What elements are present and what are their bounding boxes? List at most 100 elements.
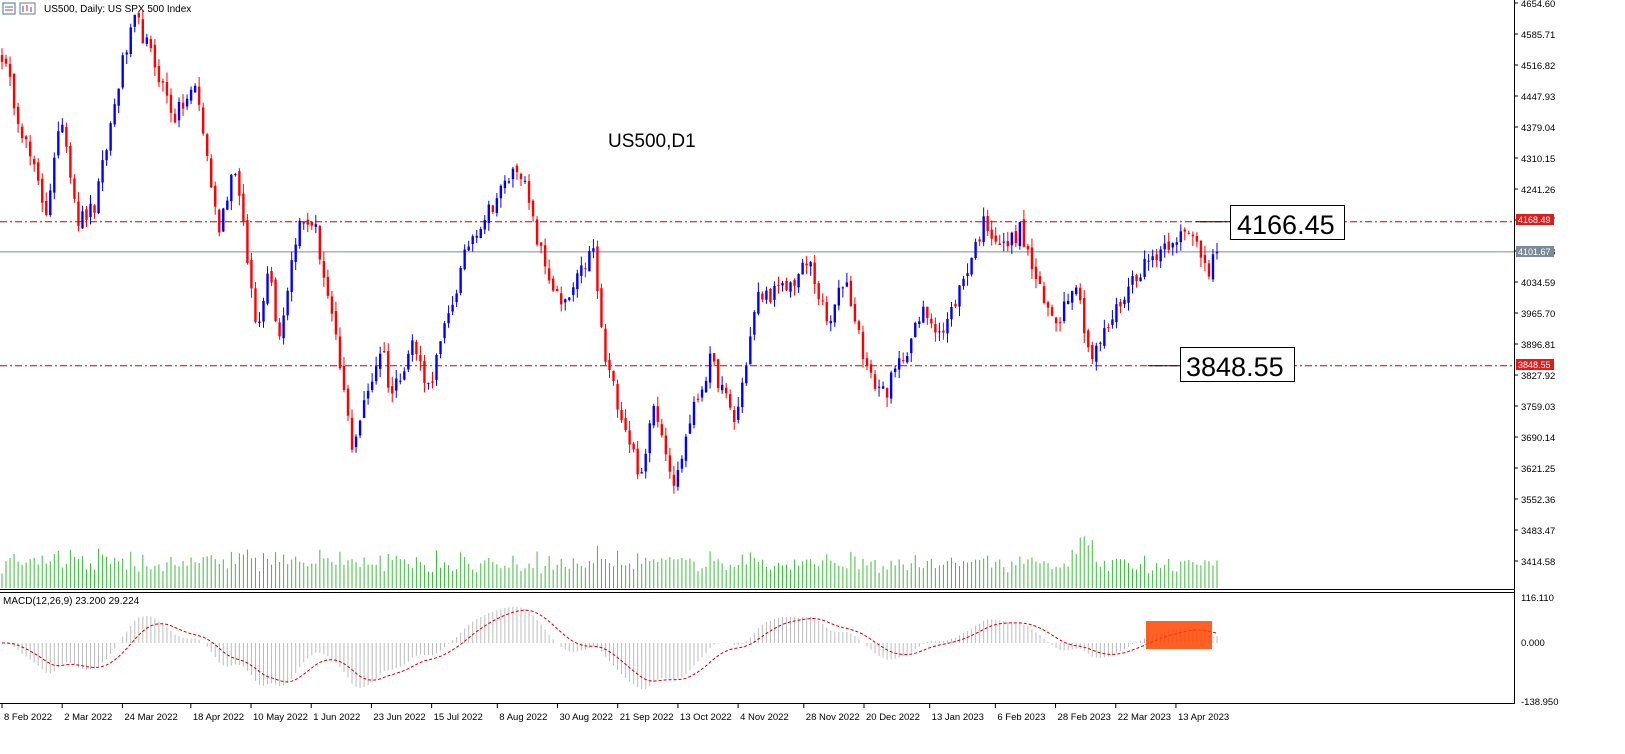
candle-body — [45, 200, 48, 215]
candle-body — [861, 331, 865, 360]
horizontal-levels[interactable] — [0, 221, 1514, 367]
time-axis-label: 13 Oct 2022 — [680, 712, 732, 723]
candle-body — [773, 285, 776, 300]
candle-body — [761, 293, 764, 300]
candle-body — [765, 290, 768, 300]
candle-body — [61, 124, 64, 133]
candle-body — [1163, 243, 1166, 250]
price-axis-label: 3827.92 — [1521, 371, 1555, 382]
candle-body — [596, 246, 599, 291]
candle-body — [1030, 247, 1034, 270]
candle-body — [897, 358, 901, 370]
candle-body — [877, 386, 881, 388]
candle-body — [350, 417, 354, 450]
candle-body — [1131, 275, 1134, 285]
candle-body — [1175, 242, 1178, 245]
candle-body — [230, 174, 233, 202]
candle-body — [443, 323, 446, 339]
chart-type-icon[interactable] — [19, 2, 36, 15]
resistance-value-box[interactable]: 4166.45 — [1230, 205, 1345, 241]
candle-body — [527, 181, 531, 203]
candle-body — [745, 365, 748, 384]
candle-body — [479, 229, 482, 239]
candle-body — [322, 261, 326, 278]
candle-body — [668, 455, 672, 472]
time-axis-label: 30 Aug 2022 — [560, 712, 613, 723]
price-axis-label: 3759.03 — [1521, 402, 1555, 413]
candle-body — [551, 278, 555, 291]
candle-body — [728, 394, 732, 408]
candle-body — [383, 351, 386, 353]
candle-body — [712, 353, 716, 362]
resistance-tag-text: 4168.49 — [1518, 215, 1551, 225]
price-axis-label: 3552.36 — [1521, 495, 1555, 506]
candle-body — [950, 306, 953, 320]
price-axis-label: 4516.82 — [1521, 61, 1555, 72]
candle-body — [93, 205, 96, 213]
candle-body — [1195, 235, 1199, 242]
candle-body — [125, 52, 128, 55]
candle-body — [1042, 286, 1046, 303]
time-axis-label: 15 Jul 2022 — [434, 712, 483, 723]
candle-body — [1099, 342, 1102, 344]
candle-body — [809, 262, 812, 267]
candle-body — [1211, 254, 1215, 280]
price-axis-label: 3965.70 — [1521, 309, 1555, 320]
price-axis-label: 4585.71 — [1521, 30, 1555, 41]
candle-body — [853, 304, 857, 322]
candle-body — [81, 211, 84, 229]
candle-body — [201, 107, 205, 134]
macd-signal-line — [2, 609, 1218, 683]
candle-body — [97, 181, 100, 214]
candle-body — [487, 204, 491, 223]
candle-body — [753, 311, 756, 335]
candle-body — [805, 263, 808, 266]
candle-body — [1191, 234, 1195, 237]
candle-body — [1115, 304, 1118, 323]
macd-axis-bottom: -138.950 — [1521, 697, 1559, 708]
time-axis-label: 23 Jun 2022 — [373, 712, 425, 723]
candle-body — [580, 265, 583, 276]
candle-body — [161, 81, 165, 83]
candle-body — [1079, 287, 1082, 301]
candle-body — [262, 300, 265, 322]
candle-body — [568, 297, 571, 300]
candle-body — [499, 185, 503, 199]
candle-body — [1179, 231, 1182, 243]
candle-body — [833, 304, 836, 323]
candle-body — [254, 288, 257, 322]
candle-body — [535, 219, 539, 245]
candle-body — [1203, 254, 1207, 263]
candle-body — [515, 165, 519, 173]
candle-body — [604, 328, 607, 362]
candle-body — [889, 372, 893, 399]
support-value-text: 3848.55 — [1186, 352, 1284, 382]
support-value-box[interactable]: 3848.55 — [1180, 347, 1295, 383]
candle-body — [24, 136, 28, 140]
candle-body — [700, 389, 704, 398]
candle-body — [733, 410, 736, 423]
candle-body — [930, 318, 933, 324]
candle-body — [495, 198, 499, 213]
candle-body — [85, 209, 88, 220]
current-tag-text: 4101.67 — [1518, 247, 1551, 257]
candle-body — [600, 288, 603, 327]
candle-body — [660, 424, 664, 436]
candle-body — [234, 174, 237, 176]
candle-body — [922, 306, 925, 323]
candle-body — [926, 306, 929, 318]
time-axis-label: 20 Dec 2022 — [866, 712, 920, 723]
candle-body — [572, 287, 575, 295]
candle-body — [1143, 258, 1146, 277]
candle-body — [749, 336, 752, 365]
macd-label: MACD(12,26,9) 23.200 29.224 — [3, 596, 140, 607]
candle-body — [688, 423, 692, 434]
candle-body — [704, 381, 708, 393]
candle-body — [1066, 300, 1070, 304]
candle-body — [1014, 231, 1018, 244]
candle-body — [825, 302, 828, 322]
candle-body — [342, 365, 346, 390]
candle-body — [857, 321, 861, 331]
candle-body — [455, 293, 458, 303]
